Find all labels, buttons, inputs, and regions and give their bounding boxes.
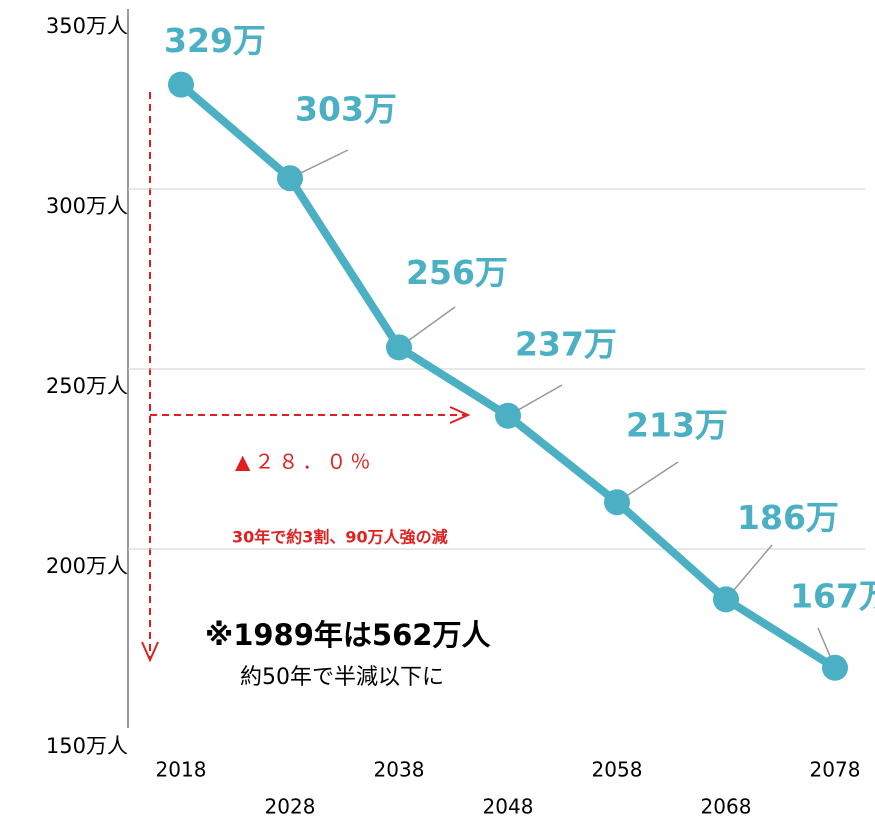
point (604, 489, 630, 516)
point (386, 334, 412, 361)
point (277, 165, 303, 192)
point (168, 71, 194, 98)
data-label: 256万 (406, 253, 508, 292)
data-label: 213万 (626, 406, 728, 445)
annotation: ▲２８．０％ (235, 450, 374, 474)
x-tick-label: 2028 (265, 795, 316, 819)
data-label: 167万 (790, 576, 875, 615)
point (822, 654, 848, 681)
arrow-head (141, 641, 159, 663)
y-tick-label: 350万人 (46, 14, 128, 38)
annotation: 30年で約3割、90万人強の減 (232, 528, 448, 547)
y-tick-label: 200万人 (46, 554, 128, 578)
annotation: 約50年で半減以下に (240, 665, 444, 690)
x-tick-label: 2078 (810, 758, 861, 782)
y-tick-label: 300万人 (46, 194, 128, 218)
x-tick-label: 2038 (374, 758, 425, 782)
data-label: 303万 (295, 90, 397, 129)
data-label: 186万 (737, 498, 839, 537)
x-tick-label: 2018 (156, 758, 207, 782)
point (495, 402, 521, 429)
point (713, 586, 739, 613)
y-tick-label: 250万人 (46, 374, 128, 398)
arrow-head (449, 406, 471, 424)
y-tick-label: 150万人 (46, 734, 128, 758)
data-label: 237万 (515, 324, 617, 363)
data-label: 329万 (164, 21, 266, 60)
annotation: ※1989年は562万人 (205, 618, 490, 652)
x-tick-label: 2068 (701, 795, 752, 819)
x-tick-label: 2048 (483, 795, 534, 819)
x-tick-label: 2058 (592, 758, 643, 782)
